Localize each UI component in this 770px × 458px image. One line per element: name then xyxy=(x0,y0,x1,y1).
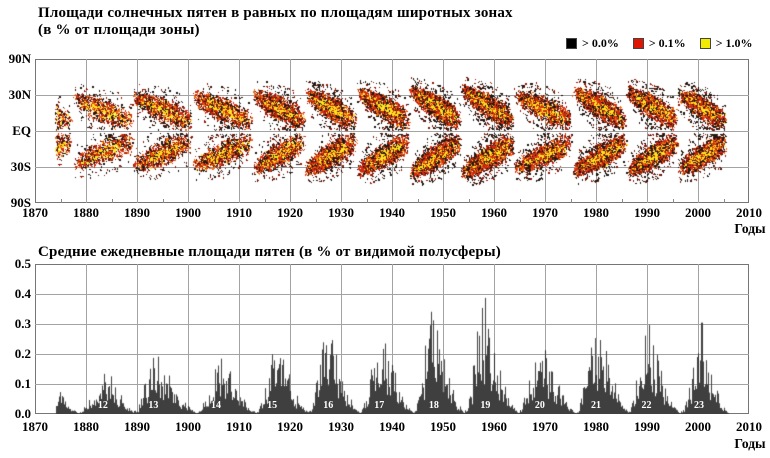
y-tick-label: 0.4 xyxy=(14,286,31,301)
butterfly-plot-area xyxy=(35,59,749,203)
x-tick-label: 1990 xyxy=(634,205,660,220)
legend-item-2: > 1.0% xyxy=(699,36,753,51)
x-tick-label: 1990 xyxy=(634,419,660,434)
histogram-plot-area: 12 13 14 15 16 17 18 19 20 21 22 23 xyxy=(35,264,749,414)
cycle-number-label: 16 xyxy=(323,400,334,411)
x-tick-label: 2010 xyxy=(736,419,762,434)
histogram-x-axis-title: Годы xyxy=(734,436,766,451)
x-tick-label: 1890 xyxy=(124,419,150,434)
x-tick-label: 1890 xyxy=(124,205,150,220)
x-tick-label: 1920 xyxy=(277,419,303,434)
cycle-number-label: 12 xyxy=(97,400,108,411)
cycle-number-label: 22 xyxy=(641,400,652,411)
x-tick-label: 1870 xyxy=(22,419,48,434)
legend-swatch-icon xyxy=(566,38,577,49)
x-tick-label: 2000 xyxy=(685,205,711,220)
butterfly-chart-title: Площади солнечных пятен в равных по площ… xyxy=(38,5,513,39)
x-tick-label: 1920 xyxy=(277,205,303,220)
legend-item-0: > 0.0% xyxy=(566,36,619,51)
y-tick-label: 90S xyxy=(10,195,31,210)
x-tick-label: 1950 xyxy=(430,419,456,434)
legend-item-1: > 0.1% xyxy=(632,36,686,51)
x-tick-label: 1980 xyxy=(583,419,609,434)
cycle-number-label: 23 xyxy=(694,400,705,411)
cycle-number-label: 15 xyxy=(267,400,278,411)
cycle-number-label: 17 xyxy=(374,400,385,411)
y-tick-label: EQ xyxy=(12,123,31,138)
cycle-number-label: 21 xyxy=(591,400,601,411)
y-tick-label: 0.2 xyxy=(14,346,31,361)
x-tick-label: 1970 xyxy=(532,419,558,434)
legend: > 0.0% > 0.1% > 1.0% xyxy=(566,36,753,51)
legend-label: > 0.0% xyxy=(582,36,619,50)
y-tick-label: 0.5 xyxy=(14,256,31,271)
x-tick-label: 1940 xyxy=(379,419,405,434)
y-tick-label: 30N xyxy=(8,87,31,102)
x-tick-label: 1970 xyxy=(532,205,558,220)
x-tick-label: 1930 xyxy=(328,419,354,434)
legend-swatch-icon xyxy=(699,38,711,49)
x-tick-label: 1950 xyxy=(430,205,456,220)
butterfly-title-line2: (в % от площади зоны) xyxy=(38,22,200,38)
histogram-title: Средние ежедневные площади пятен (в % от… xyxy=(38,244,501,260)
legend-label: > 0.1% xyxy=(648,36,686,50)
x-tick-label: 1960 xyxy=(481,205,507,220)
butterfly-title-line1: Площади солнечных пятен в равных по площ… xyxy=(38,5,513,21)
x-tick-label: 1900 xyxy=(175,419,201,434)
x-tick-label: 1880 xyxy=(73,419,99,434)
legend-label: > 1.0% xyxy=(715,36,753,50)
x-tick-label: 1870 xyxy=(22,205,48,220)
x-tick-label: 2000 xyxy=(685,419,711,434)
butterfly-x-axis-title: Годы xyxy=(734,221,766,236)
y-tick-label: 90N xyxy=(8,51,31,66)
x-tick-label: 1880 xyxy=(73,205,99,220)
cycle-number-label: 13 xyxy=(148,400,159,411)
x-tick-label: 2010 xyxy=(736,205,762,220)
y-tick-label: 0.3 xyxy=(14,316,31,331)
x-tick-label: 1900 xyxy=(175,205,201,220)
y-tick-label: 0.0 xyxy=(14,406,31,421)
cycle-number-label: 20 xyxy=(534,400,545,411)
x-tick-label: 1930 xyxy=(328,205,354,220)
x-tick-label: 1910 xyxy=(226,205,252,220)
x-tick-label: 1960 xyxy=(481,419,507,434)
x-tick-label: 1940 xyxy=(379,205,405,220)
legend-swatch-icon xyxy=(632,38,644,49)
y-tick-label: 0.1 xyxy=(14,376,31,391)
x-tick-label: 1980 xyxy=(583,205,609,220)
butterfly-canvas xyxy=(35,59,749,203)
histogram-canvas xyxy=(35,264,749,414)
cycle-number-label: 19 xyxy=(480,400,491,411)
cycle-number-label: 14 xyxy=(211,400,222,411)
cycle-number-label: 18 xyxy=(428,400,439,411)
y-tick-label: 30S xyxy=(10,159,31,174)
x-tick-label: 1910 xyxy=(226,419,252,434)
